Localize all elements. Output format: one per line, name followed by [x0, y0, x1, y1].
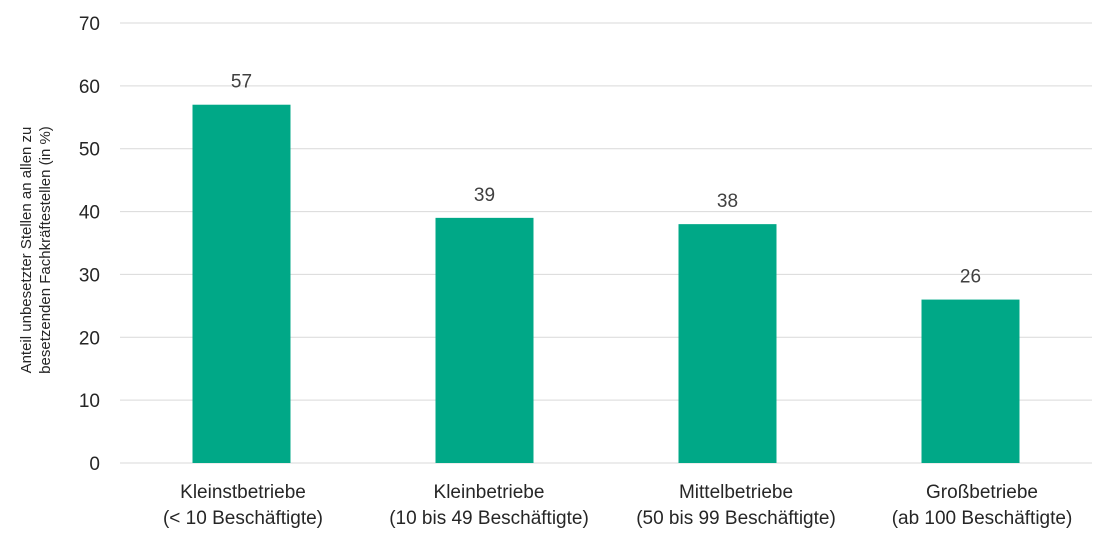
x-label-line2: (50 bis 99 Beschäftigte): [636, 508, 836, 529]
y-tick-label: 70: [79, 14, 100, 35]
bar-value-label: 57: [231, 72, 252, 93]
x-label-line1: Kleinbetriebe: [433, 482, 545, 503]
x-label-mittelbetriebe: Mittelbetriebe (50 bis 99 Beschäftigte): [616, 480, 856, 532]
y-tick-label: 0: [89, 454, 100, 475]
bar: [435, 217, 534, 463]
y-axis-ticks: 0 10 20 30 40 50 60 70: [79, 14, 100, 475]
y-axis-title-line1: Anteil unbesetzter Stellen an allen zu: [18, 126, 35, 374]
bar: [921, 299, 1020, 463]
y-tick-label: 30: [79, 265, 100, 286]
bars: [192, 104, 1020, 463]
x-label-grossbetriebe: Großbetriebe (ab 100 Beschäftigte): [862, 480, 1100, 532]
bar-value-label: 38: [717, 191, 738, 212]
x-label-kleinbetriebe: Kleinbetriebe (10 bis 49 Beschäftigte): [369, 480, 609, 532]
y-tick-label: 50: [79, 140, 100, 161]
y-tick-label: 40: [79, 203, 100, 224]
x-label-kleinstbetriebe: Kleinstbetriebe (< 10 Beschäftigte): [123, 480, 363, 532]
y-tick-label: 10: [79, 391, 100, 412]
y-axis-title: Anteil unbesetzter Stellen an allen zu b…: [6, 40, 66, 460]
data-labels: 57 39 38 26: [231, 72, 981, 288]
x-label-line1: Großbetriebe: [926, 482, 1038, 503]
y-tick-label: 20: [79, 328, 100, 349]
x-label-line1: Kleinstbetriebe: [180, 482, 306, 503]
y-tick-label: 60: [79, 77, 100, 98]
x-label-line1: Mittelbetriebe: [678, 482, 794, 503]
x-label-line2: (< 10 Beschäftigte): [162, 508, 323, 529]
bar-value-label: 39: [474, 185, 495, 206]
y-axis-title-line2: besetzenden Fachkräftestellen (in %): [37, 126, 54, 374]
x-label-line2: (ab 100 Beschäftigte): [891, 508, 1073, 529]
bar-value-label: 26: [960, 267, 981, 288]
x-label-line2: (10 bis 49 Beschäftigte): [389, 508, 589, 529]
bar: [192, 104, 291, 463]
bar: [678, 224, 777, 463]
